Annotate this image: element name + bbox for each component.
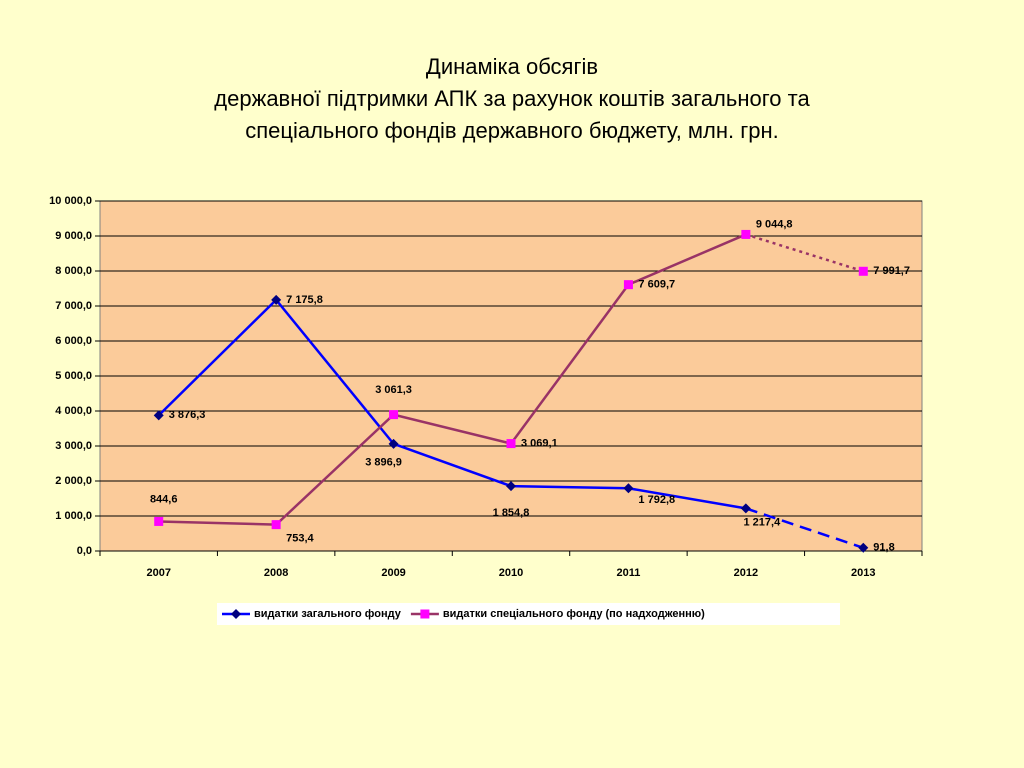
data-label: 91,8 xyxy=(873,542,894,554)
marker xyxy=(420,609,430,619)
data-label: 7 991,7 xyxy=(873,265,910,277)
data-label: 3 061,3 xyxy=(375,384,412,396)
marker xyxy=(740,503,751,514)
x-tick-label: 2013 xyxy=(851,567,875,579)
y-tick-label: 10 000,0 xyxy=(49,195,92,207)
line xyxy=(157,297,747,510)
chart-title: спеціального фондів державного бюджету, … xyxy=(245,118,779,143)
y-tick-label: 3 000,0 xyxy=(55,440,92,452)
x-tick-label: 2009 xyxy=(381,567,405,579)
x-tick-label: 2007 xyxy=(146,567,170,579)
legend-label: видатки спеціального фонду (по надходжен… xyxy=(443,608,705,620)
line xyxy=(158,233,747,526)
marker xyxy=(271,294,282,305)
y-tick-label: 0,0 xyxy=(77,545,92,557)
y-tick-label: 5 000,0 xyxy=(55,370,92,382)
data-label: 1 792,8 xyxy=(638,494,675,506)
line-segment xyxy=(745,507,864,549)
data-label: 3 876,3 xyxy=(169,409,206,421)
marker xyxy=(741,229,751,239)
legend-label: видатки загального фонду xyxy=(254,608,402,620)
data-label: 7 609,7 xyxy=(638,279,675,291)
y-tick-label: 2 000,0 xyxy=(55,475,92,487)
legend: видатки загального фонду видатки спеціаль… xyxy=(217,603,840,625)
marker xyxy=(271,520,281,530)
data-label: 7 175,8 xyxy=(286,294,323,306)
data-label: 1 854,8 xyxy=(493,507,530,519)
chart-title: державної підтримки АПК за рахунок кошті… xyxy=(214,86,810,111)
data-label: 753,4 xyxy=(286,533,314,545)
marker xyxy=(388,438,399,449)
x-tick-label: 2011 xyxy=(616,567,640,579)
marker xyxy=(506,481,516,492)
data-label: 3 069,1 xyxy=(521,437,558,449)
marker xyxy=(506,439,516,449)
data-label: 3 896,9 xyxy=(365,457,402,469)
x-tick-label: 2012 xyxy=(734,567,758,579)
y-tick-label: 1 000,0 xyxy=(55,510,92,522)
data-label: 844,6 xyxy=(150,493,178,505)
y-tick-label: 4 000,0 xyxy=(55,405,92,417)
x-tick-label: 2008 xyxy=(264,567,288,579)
marker xyxy=(153,410,164,421)
data-label: 9 044,8 xyxy=(756,218,793,230)
marker xyxy=(231,609,241,619)
y-tick-label: 6 000,0 xyxy=(55,335,92,347)
marker xyxy=(858,266,868,276)
marker xyxy=(623,280,633,290)
y-tick-label: 8 000,0 xyxy=(55,265,92,277)
data-label: 1 217,4 xyxy=(744,516,782,528)
marker xyxy=(389,410,399,420)
marker xyxy=(858,542,869,553)
legend-box xyxy=(217,603,840,625)
x-tick-label: 2010 xyxy=(499,567,523,579)
y-tick-label: 9 000,0 xyxy=(55,230,92,242)
chart-title: Динаміка обсягів xyxy=(426,54,598,79)
marker xyxy=(154,516,164,526)
y-tick-label: 7 000,0 xyxy=(55,300,92,312)
marker xyxy=(623,483,634,494)
